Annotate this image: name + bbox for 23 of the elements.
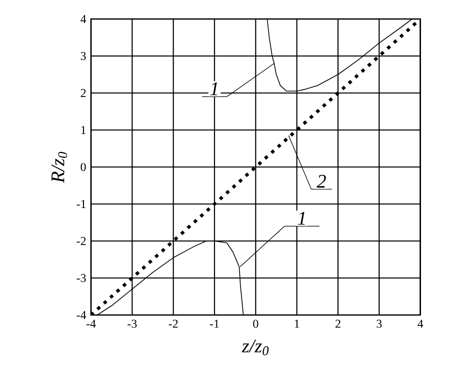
x-tick-label: -1 (210, 320, 219, 328)
y-tick-label: -1 (76, 200, 86, 208)
annotation: 1 (298, 212, 305, 225)
x-axis-title: z/z$_{0}$ (242, 340, 269, 356)
x-tick-label: 4 (418, 320, 424, 328)
y-tick-label: 2 (80, 89, 86, 97)
annotation: 2 (316, 174, 326, 188)
x-tick-label: -4 (86, 320, 96, 328)
x-tick-label: 1 (294, 320, 300, 328)
x-tick-label: 3 (376, 320, 382, 328)
y-axis-title: R/z$_{0}$ (51, 152, 68, 184)
x-tick-label: -2 (168, 320, 178, 328)
y-tick-label: 3 (80, 52, 86, 60)
y-tick-label: 1 (81, 126, 86, 134)
annotation: 1 (210, 82, 218, 96)
x-tick-label: 2 (336, 320, 340, 328)
y-tick-label: -4 (76, 311, 86, 319)
x-tick-label: -3 (128, 320, 137, 328)
y-tick-label: -2 (76, 237, 86, 245)
y-tick-label: 0 (80, 162, 86, 172)
y-tick-label: -3 (76, 274, 86, 282)
y-tick-label: 4 (80, 15, 86, 23)
x-tick-label: 0 (253, 320, 258, 328)
